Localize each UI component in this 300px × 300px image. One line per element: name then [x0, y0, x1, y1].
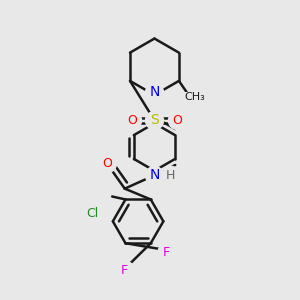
Text: Cl: Cl [86, 207, 98, 220]
Text: F: F [163, 246, 170, 259]
Text: S: S [150, 113, 159, 127]
Text: N: N [149, 168, 160, 182]
Text: H: H [166, 169, 176, 182]
Text: N: N [149, 85, 160, 99]
Text: F: F [121, 264, 128, 277]
Text: O: O [102, 157, 112, 170]
Text: CH₃: CH₃ [184, 92, 205, 101]
Text: O: O [172, 114, 182, 127]
Text: O: O [127, 114, 137, 127]
